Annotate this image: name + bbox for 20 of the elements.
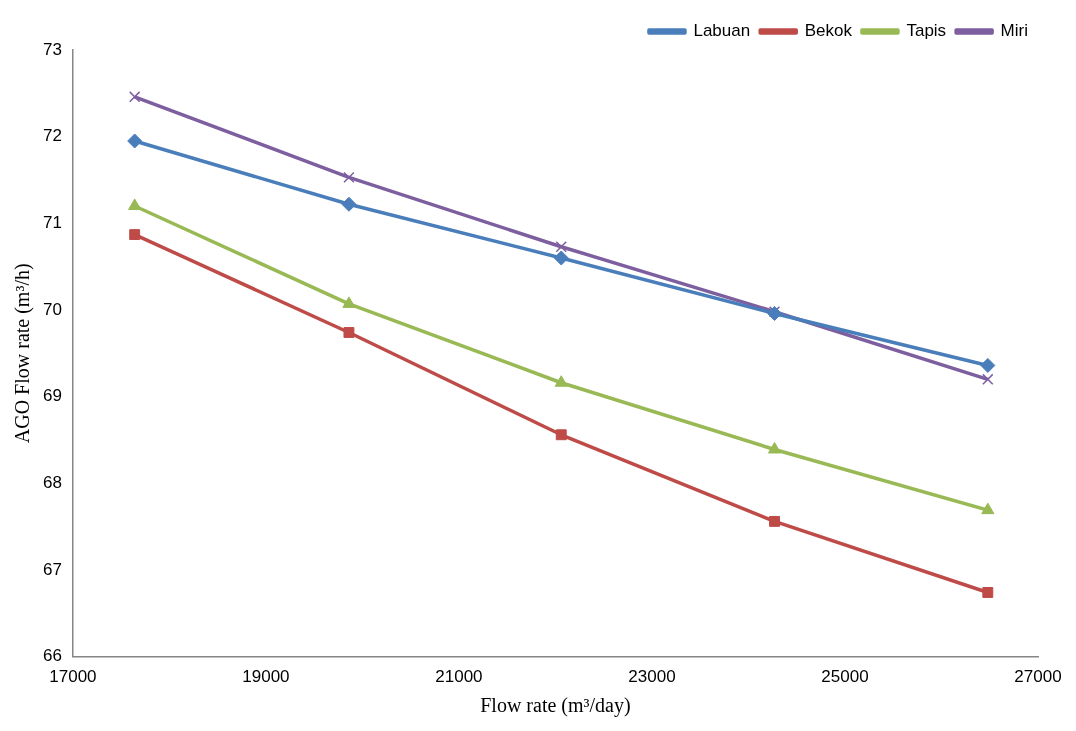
legend-label: Labuan [693, 21, 751, 41]
y-tick-label: 68 [42, 472, 62, 492]
legend-label: Tapis [906, 21, 947, 41]
y-tick-label: 72 [42, 126, 62, 146]
x-tick-label: 19000 [242, 667, 290, 687]
x-tick-label: 21000 [435, 667, 483, 687]
y-tick-label: 71 [42, 213, 62, 232]
y-tick-label: 70 [42, 299, 62, 319]
y-tick-label: 66 [42, 646, 62, 666]
y-tick-label: 73 [42, 39, 62, 59]
x-tick-label: 25000 [821, 667, 869, 687]
y-tick-label: 67 [42, 559, 62, 579]
y-tick-label: 69 [42, 386, 62, 406]
x-tick-label: 23000 [628, 667, 676, 687]
legend-label: Miri [1000, 21, 1029, 41]
x-axis-title: Flow rate (m³/day) [480, 694, 631, 718]
x-tick-label: 27000 [1014, 667, 1062, 687]
legend-label: Bekok [804, 21, 853, 41]
y-axis-title: AGO Flow rate (m³/h) [11, 263, 35, 444]
x-tick-label: 17000 [49, 667, 97, 687]
